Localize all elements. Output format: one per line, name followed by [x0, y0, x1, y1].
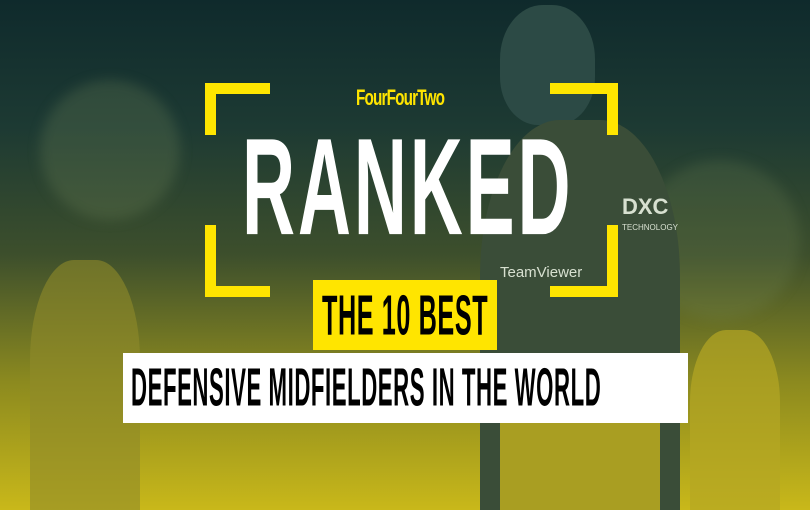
player-silhouette: [470, 0, 730, 510]
subtitle-text: THE 10 BEST: [322, 282, 489, 347]
tagline-box: DEFENSIVE MIDFIELDERS IN THE WORLD: [123, 353, 688, 423]
tagline-text: DEFENSIVE MIDFIELDERS IN THE WORLD: [131, 358, 602, 418]
title-text: RANKED: [242, 109, 574, 264]
ranked-title: RANKED: [242, 118, 702, 256]
subtitle-box: THE 10 BEST: [313, 280, 497, 350]
sleeve-sponsor-small: TECHNOLOGY: [622, 223, 679, 232]
background-player: [30, 260, 140, 510]
crowd-bokeh: [40, 80, 180, 220]
fourfourtwo-logo: FourFourTwo: [356, 86, 460, 109]
sleeve-sponsor: DXC: [622, 194, 669, 219]
logo-text: FourFourTwo: [356, 84, 445, 110]
background-player: [690, 330, 780, 510]
shirt-sponsor: TeamViewer: [500, 264, 583, 281]
